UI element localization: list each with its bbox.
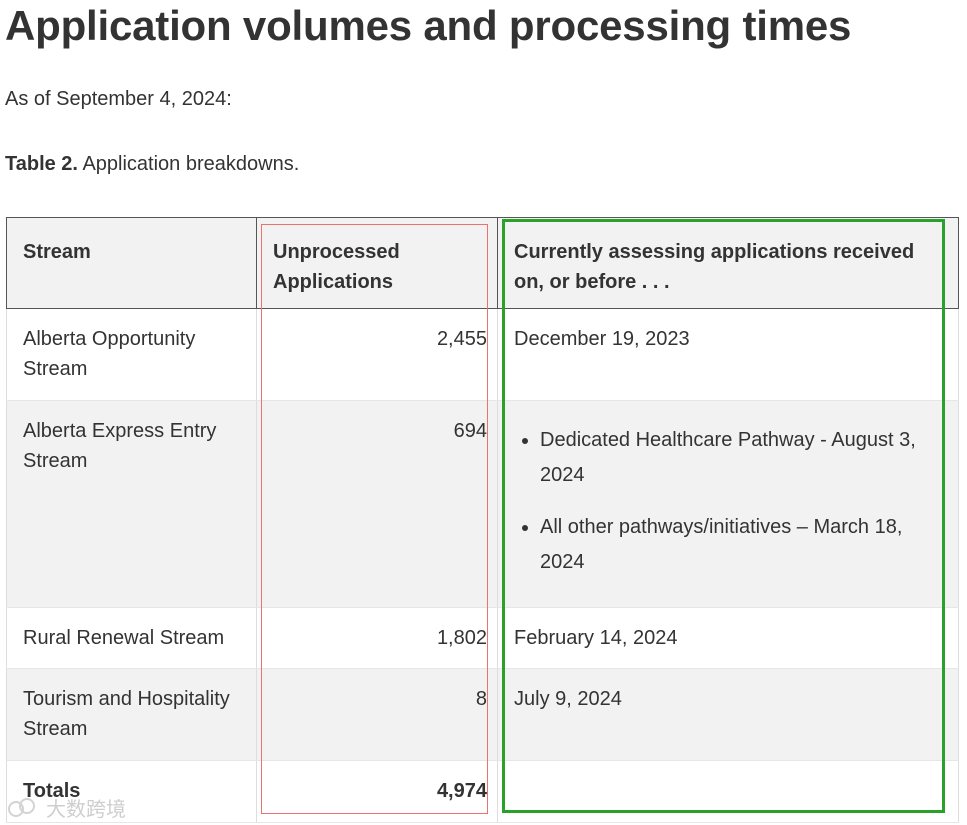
table-caption-text: Application breakdowns. xyxy=(78,153,300,175)
totals-row: Totals 4,974 xyxy=(6,760,959,823)
table-row: Alberta Express Entry Stream 694 Dedicat… xyxy=(6,400,959,608)
header-unprocessed: Unprocessed Applications xyxy=(256,217,498,309)
cell-count: 2,455 xyxy=(256,308,498,401)
list-item: All other pathways/initiatives – March 1… xyxy=(540,510,948,580)
cell-stream: Tourism and Hospitality Stream xyxy=(6,668,257,761)
watermark: 大数跨境 xyxy=(8,793,126,822)
as-of-date: As of September 4, 2024: xyxy=(5,88,232,110)
cell-date: December 19, 2023 xyxy=(497,308,959,401)
cell-stream: Alberta Express Entry Stream xyxy=(6,400,257,608)
table-caption: Table 2. Application breakdowns. xyxy=(5,153,299,176)
header-stream: Stream xyxy=(6,217,257,309)
application-breakdown-table: Stream Unprocessed Applications Currentl… xyxy=(6,217,959,823)
page-title: Application volumes and processing times xyxy=(5,2,852,49)
table-row: Alberta Opportunity Stream 2,455 Decembe… xyxy=(6,308,959,401)
cell-stream: Alberta Opportunity Stream xyxy=(6,308,257,401)
cell-date-list: Dedicated Healthcare Pathway - August 3,… xyxy=(497,400,959,608)
cell-totals-count: 4,974 xyxy=(256,760,498,823)
brand-logo-icon xyxy=(8,797,42,818)
cell-stream: Rural Renewal Stream xyxy=(6,607,257,669)
cell-totals-label: Totals xyxy=(6,760,257,823)
date-list: Dedicated Healthcare Pathway - August 3,… xyxy=(514,423,948,580)
cell-date: February 14, 2024 xyxy=(497,607,959,669)
cell-count: 8 xyxy=(256,668,498,761)
table-row: Tourism and Hospitality Stream 8 July 9,… xyxy=(6,668,959,761)
table-row: Rural Renewal Stream 1,802 February 14, … xyxy=(6,607,959,669)
cell-totals-date xyxy=(497,760,959,823)
cell-count: 694 xyxy=(256,400,498,608)
cell-date: July 9, 2024 xyxy=(497,668,959,761)
table-caption-label: Table 2. xyxy=(5,153,78,175)
list-item: Dedicated Healthcare Pathway - August 3,… xyxy=(540,423,948,493)
header-currently-assessing: Currently assessing applications receive… xyxy=(497,217,959,309)
cell-count: 1,802 xyxy=(256,607,498,669)
table-header-row: Stream Unprocessed Applications Currentl… xyxy=(6,217,959,309)
watermark-text: 大数跨境 xyxy=(46,799,126,821)
